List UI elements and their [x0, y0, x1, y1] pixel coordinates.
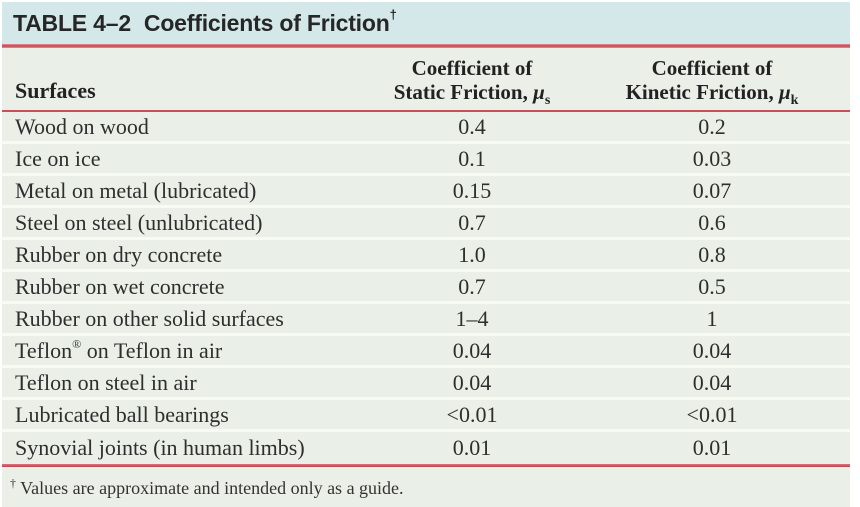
- static-value-cell: 0.04: [452, 337, 492, 363]
- mu-static-symbol: μ: [533, 80, 545, 104]
- table-row: Lubricated ball bearings <0.01 <0.01: [2, 400, 850, 432]
- header-kinetic-line2: Kinetic Friction, μk: [625, 80, 799, 109]
- table-row: Teflon on steel in air 0.04 0.04: [2, 368, 850, 400]
- kinetic-value-cell: <0.01: [686, 401, 738, 427]
- static-value-cell: 0.7: [458, 273, 486, 299]
- header-kinetic-friction: Coefficient of Kinetic Friction, μk: [587, 48, 837, 110]
- table-title-text: Coefficients of Friction†: [143, 6, 397, 36]
- static-value-cell: 0.15: [452, 177, 492, 203]
- table-row: Rubber on wet concrete 0.7 0.5: [2, 272, 850, 304]
- static-value-cell: 0.01: [452, 435, 492, 460]
- kinetic-value-cell: 0.04: [692, 369, 732, 395]
- table-row: Ice on ice 0.1 0.03: [2, 144, 850, 176]
- title-dagger-mark: †: [389, 6, 397, 22]
- static-value-cell: <0.01: [446, 401, 498, 427]
- kinetic-value-cell: 0.5: [698, 273, 726, 299]
- table-title-bar: TABLE 4–2 Coefficients of Friction†: [2, 2, 850, 44]
- static-value-cell: 0.7: [458, 209, 486, 235]
- static-value-cell: 0.1: [458, 145, 486, 171]
- table-row: Teflon® on Teflon in air 0.04 0.04: [2, 336, 850, 368]
- static-value-cell: 0.04: [452, 369, 492, 395]
- surface-cell: Ice on ice: [15, 145, 101, 171]
- table-row: Wood on wood 0.4 0.2: [2, 112, 850, 144]
- kinetic-value-cell: 0.01: [692, 435, 732, 460]
- header-kinetic-line1: Coefficient of: [651, 56, 773, 81]
- static-value-cell: 1.0: [458, 241, 486, 267]
- table-header-row: Surfaces Coefficient of Static Friction,…: [2, 48, 850, 110]
- header-static-line1: Coefficient of: [411, 56, 533, 81]
- header-surfaces: Surfaces: [15, 78, 96, 103]
- header-static-friction: Coefficient of Static Friction, μs: [357, 48, 587, 110]
- table-body: Wood on wood 0.4 0.2 Ice on ice 0.1 0.03…: [2, 112, 850, 464]
- table-footnote: † Values are approximate and intended on…: [10, 476, 404, 498]
- surface-cell: Lubricated ball bearings: [15, 401, 229, 427]
- surface-cell: Rubber on other solid surfaces: [15, 305, 284, 331]
- mu-kinetic-subscript: k: [790, 93, 799, 109]
- static-value-cell: 0.4: [458, 113, 486, 139]
- mu-static-subscript: s: [544, 93, 551, 109]
- surface-cell: Rubber on wet concrete: [15, 273, 225, 299]
- surface-cell: Wood on wood: [15, 113, 149, 139]
- kinetic-value-cell: 0.03: [692, 145, 732, 171]
- table-row: Steel on steel (unlubricated) 0.7 0.6: [2, 208, 850, 240]
- table-number-label: TABLE 4–2: [13, 9, 131, 36]
- kinetic-value-cell: 1: [706, 305, 718, 331]
- bottom-red-rule: [2, 464, 850, 467]
- kinetic-value-cell: 0.8: [698, 241, 726, 267]
- table-row: Rubber on dry concrete 1.0 0.8: [2, 240, 850, 272]
- surface-cell: Steel on steel (unlubricated): [15, 209, 263, 235]
- surface-cell: Metal on metal (lubricated): [15, 177, 257, 203]
- table-row: Rubber on other solid surfaces 1–4 1: [2, 304, 850, 336]
- kinetic-value-cell: 0.04: [692, 337, 732, 363]
- kinetic-value-cell: 0.2: [698, 113, 726, 139]
- surface-cell: Synovial joints (in human limbs): [15, 435, 305, 460]
- surface-cell: Teflon® on Teflon in air: [15, 337, 223, 363]
- table-row: Metal on metal (lubricated) 0.15 0.07: [2, 176, 850, 208]
- kinetic-value-cell: 0.6: [698, 209, 726, 235]
- static-value-cell: 1–4: [455, 305, 489, 331]
- table-row: Synovial joints (in human limbs) 0.01 0.…: [2, 432, 850, 464]
- header-red-rule: [2, 110, 850, 112]
- kinetic-value-cell: 0.07: [692, 177, 732, 203]
- surface-cell: Rubber on dry concrete: [15, 241, 223, 267]
- mu-kinetic-symbol: μ: [778, 80, 791, 104]
- header-static-line2: Static Friction, μs: [393, 80, 551, 109]
- top-red-rule: [2, 44, 850, 48]
- surface-cell: Teflon on steel in air: [15, 369, 197, 395]
